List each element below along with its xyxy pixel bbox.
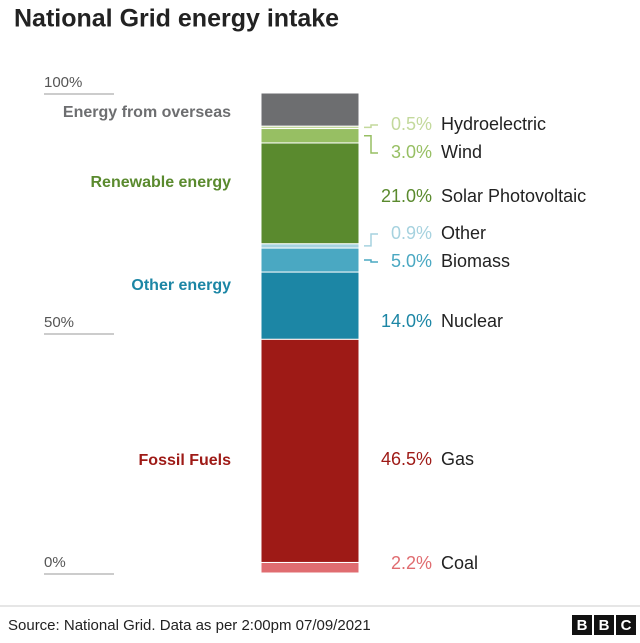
series-label: Solar Photovoltaic: [441, 186, 586, 206]
logo-letter: B: [599, 617, 610, 634]
logo-letter: C: [621, 617, 632, 634]
logo-letter: B: [577, 617, 588, 634]
value-label: 0.5%: [391, 114, 432, 134]
value-label: 2.2%: [391, 553, 432, 573]
series-label: Wind: [441, 142, 482, 162]
leader-line: [364, 124, 378, 129]
chart-title: National Grid energy intake: [14, 5, 339, 33]
leader-line: [364, 233, 378, 247]
leader-line: [364, 134, 378, 154]
logo-box: [572, 615, 592, 635]
leader-line: [364, 259, 378, 263]
value-label: 46.5%: [381, 449, 432, 469]
series-label: Gas: [441, 449, 474, 469]
bar-segment: [260, 271, 360, 340]
bar-segment: [260, 561, 360, 574]
y-tick-label: 50%: [44, 314, 74, 331]
value-label: 14.0%: [381, 311, 432, 331]
series-label: Coal: [441, 553, 478, 573]
bar-segment: [260, 142, 360, 245]
bar-segment: [260, 243, 360, 249]
value-label: 0.9%: [391, 223, 432, 243]
logo-box: [616, 615, 636, 635]
value-label: 5.0%: [391, 251, 432, 271]
bar-segment: [260, 128, 360, 144]
series-label: Hydroelectric: [441, 114, 546, 134]
bar-segment: [260, 247, 360, 273]
value-label: 21.0%: [381, 186, 432, 206]
logo: [572, 615, 636, 635]
group-label: Renewable energy: [91, 174, 232, 191]
series-label: Other: [441, 223, 486, 243]
group-label: Fossil Fuels: [139, 452, 232, 469]
bar-segment: [260, 92, 360, 127]
logo-box: [594, 615, 614, 635]
value-label: 3.0%: [391, 142, 432, 162]
y-tick-label: 100%: [44, 74, 82, 91]
series-label: Nuclear: [441, 311, 503, 331]
series-label: Biomass: [441, 251, 510, 271]
source: Source: National Grid. Data as per 2:00p…: [8, 617, 371, 634]
y-tick-label: 0%: [44, 554, 66, 571]
bar-segment: [260, 338, 360, 563]
group-label: Energy from overseas: [63, 104, 231, 121]
group-label: Other energy: [131, 277, 231, 294]
